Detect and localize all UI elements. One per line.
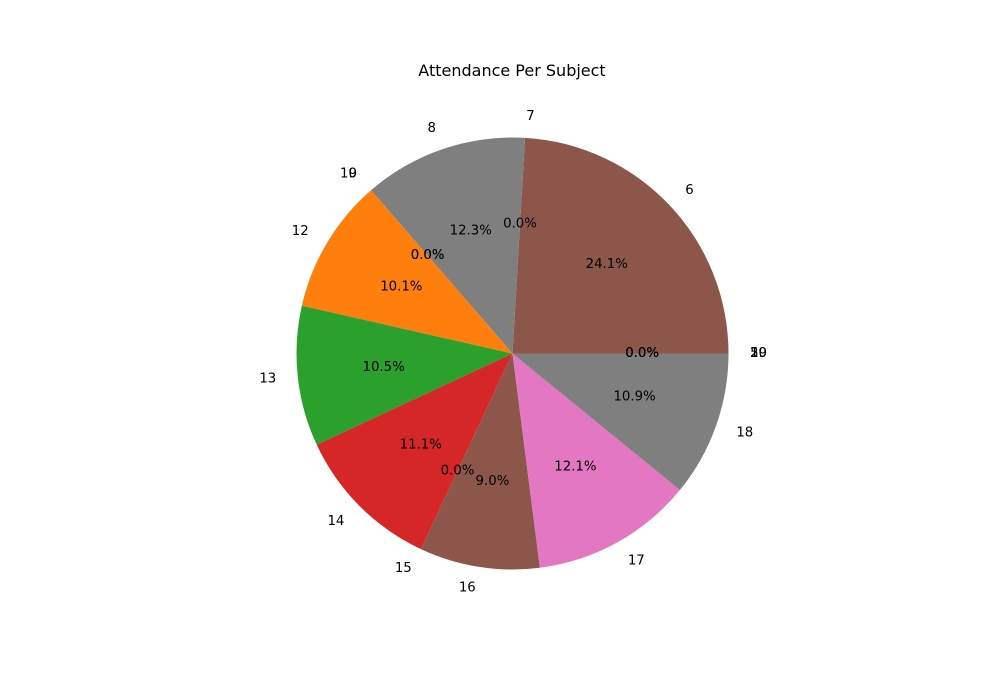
- slice-label-20: 20: [750, 346, 767, 361]
- slice-percent-18: 10.9%: [613, 389, 655, 404]
- pie-slices: [296, 137, 729, 570]
- slice-label-9: 9: [348, 166, 356, 181]
- pie-slice-8: [371, 137, 526, 354]
- pie-slice-12: [301, 190, 513, 354]
- pie-slice-14: [316, 353, 513, 550]
- slice-percent-9: 0.0%: [411, 248, 445, 263]
- pie-slice-16: [420, 353, 540, 570]
- slice-label-13: 13: [259, 371, 276, 386]
- pie-slice-13: [296, 305, 513, 445]
- slice-label-8: 8: [427, 121, 435, 136]
- slice-label-10: 10: [340, 166, 357, 181]
- pie-slice-6: [512, 137, 729, 354]
- slice-label-17: 17: [628, 554, 645, 569]
- slice-label-5: 5: [750, 346, 758, 361]
- slice-percent-10: 0.0%: [411, 248, 445, 263]
- slice-label-18: 18: [736, 426, 753, 441]
- slice-percent-7: 0.0%: [503, 217, 537, 232]
- slice-label-12: 12: [292, 224, 309, 239]
- chart-title: Attendance Per Subject: [418, 61, 605, 80]
- slice-percent-19: 0.0%: [625, 346, 659, 361]
- slice-percent-13: 10.5%: [363, 360, 405, 375]
- slice-percent-8: 12.3%: [450, 223, 492, 238]
- slice-label-15: 15: [395, 561, 412, 576]
- slice-percent-14: 11.1%: [400, 438, 442, 453]
- slice-percent-12: 10.1%: [380, 279, 422, 294]
- pie-slice-18: [512, 353, 729, 491]
- slice-percent-17: 12.1%: [554, 459, 596, 474]
- slice-label-6: 6: [685, 183, 693, 198]
- slice-label-7: 7: [526, 109, 534, 124]
- slice-percent-15: 0.0%: [441, 463, 475, 478]
- slice-label-16: 16: [459, 581, 476, 596]
- slice-percent-20: 0.0%: [625, 346, 659, 361]
- slice-percent-6: 24.1%: [586, 257, 628, 272]
- pie-slice-17: [512, 353, 680, 568]
- slice-label-14: 14: [327, 514, 344, 529]
- slice-percent-labels: 0.0% 24.1% 0.0% 12.3% 0.0% 0.0% 10.1% 10.5% 11.1…: [363, 217, 659, 489]
- slice-percent-5: 0.0%: [625, 346, 659, 361]
- slice-label-19: 19: [750, 346, 767, 361]
- slice-percent-16: 9.0%: [476, 474, 510, 489]
